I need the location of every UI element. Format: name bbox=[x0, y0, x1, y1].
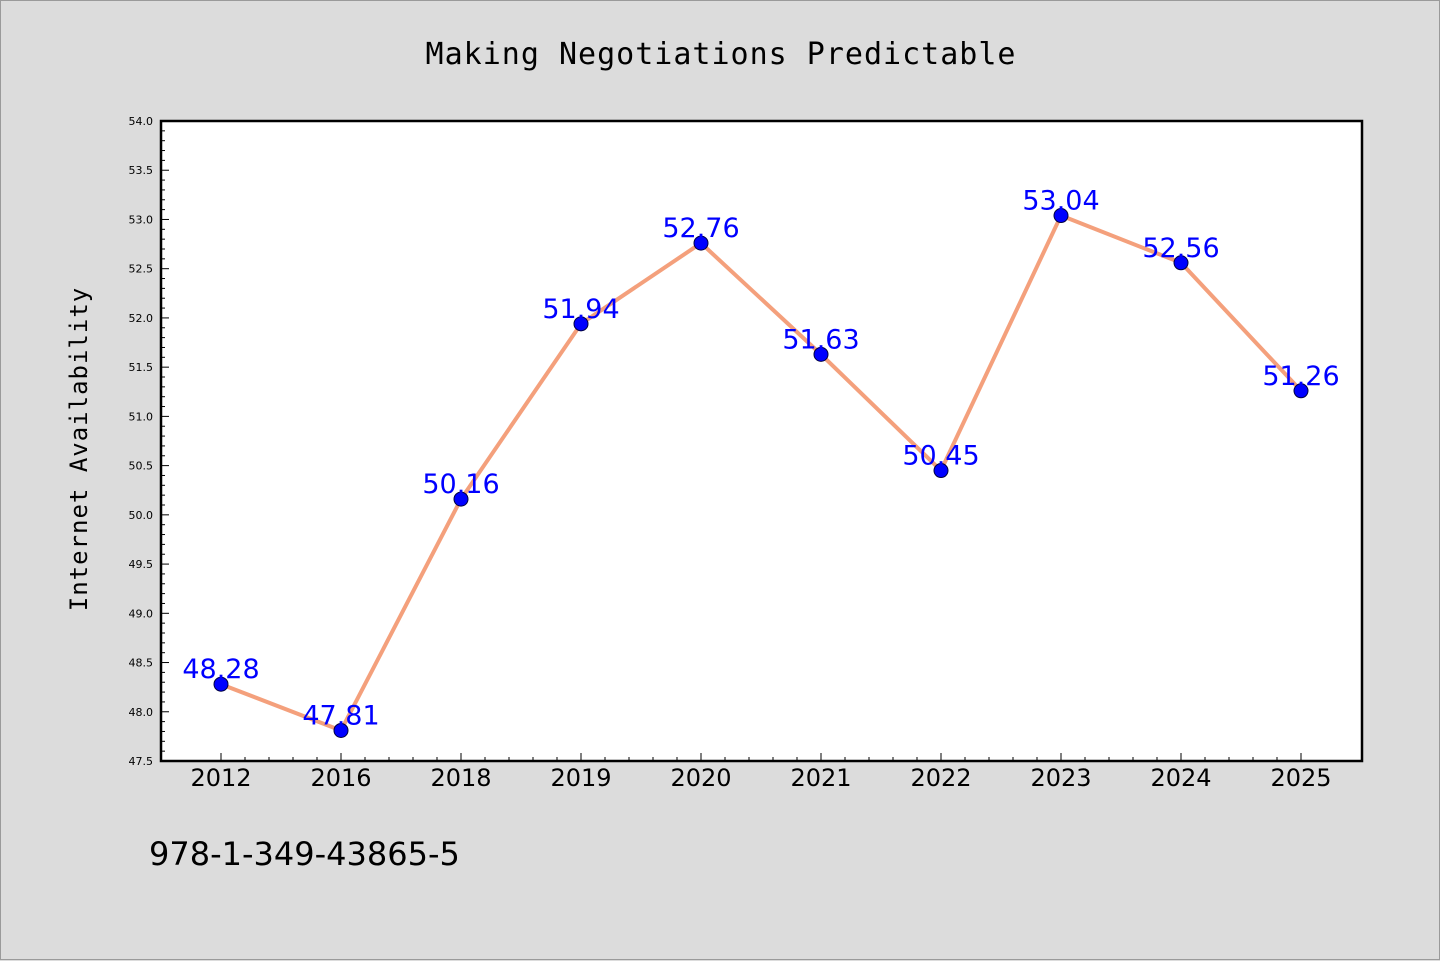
data-point-marker bbox=[333, 722, 349, 738]
x-tick-label: 2021 bbox=[790, 764, 851, 792]
y-tick-label: 47.5 bbox=[129, 755, 154, 768]
footer-isbn: 978-1-349-43865-5 bbox=[149, 835, 460, 873]
y-tick-label: 51.5 bbox=[129, 361, 154, 374]
data-point-marker bbox=[573, 316, 589, 332]
x-tick-label: 2020 bbox=[670, 764, 731, 792]
y-tick-label: 50.5 bbox=[129, 460, 154, 473]
data-label: 47.81 bbox=[302, 700, 379, 731]
data-point-marker bbox=[933, 463, 949, 479]
x-tick-label: 2024 bbox=[1150, 764, 1211, 792]
data-point-marker bbox=[453, 491, 469, 507]
data-point-marker bbox=[1293, 383, 1309, 399]
data-point-marker bbox=[1053, 208, 1069, 224]
y-axis-label: Internet Availability bbox=[65, 287, 93, 611]
y-tick-label: 50.0 bbox=[129, 509, 154, 522]
y-tick-label: 52.5 bbox=[129, 263, 154, 276]
plot-area bbox=[161, 121, 1362, 761]
y-tick-label: 52.0 bbox=[129, 312, 154, 325]
x-tick-label: 2022 bbox=[910, 764, 971, 792]
y-tick-label: 48.5 bbox=[129, 657, 154, 670]
x-tick-label: 2025 bbox=[1270, 764, 1331, 792]
y-tick-label: 53.5 bbox=[129, 164, 154, 177]
y-axis-tick-labels: 47.5 48.0 48.5 49.0 49.5 50.0 50.5 51.0 51.5 52.0… bbox=[129, 115, 154, 768]
x-tick-label: 2023 bbox=[1030, 764, 1091, 792]
x-tick-label: 2018 bbox=[430, 764, 491, 792]
y-tick-label: 54.0 bbox=[129, 115, 154, 128]
y-tick-label: 53.0 bbox=[129, 213, 154, 226]
data-label: 48.28 bbox=[182, 654, 259, 685]
x-axis-tick-labels: 2012 2016 2018 2019 2020 2021 2022 2023 2024 2025 bbox=[190, 764, 1331, 792]
data-point-marker bbox=[693, 235, 709, 251]
x-tick-label: 2016 bbox=[310, 764, 371, 792]
x-tick-label: 2019 bbox=[550, 764, 611, 792]
series-layer: 48.28 47.81 50.16 51.94 52.76 51.63 50.45 53.04… bbox=[182, 186, 1340, 738]
x-tick-label: 2012 bbox=[190, 764, 251, 792]
data-label: 50.16 bbox=[422, 469, 499, 500]
chart-title: Making Negotiations Predictable bbox=[426, 37, 1017, 72]
y-tick-label: 49.5 bbox=[129, 558, 154, 571]
data-label: 51.26 bbox=[1262, 361, 1339, 392]
data-label: 50.45 bbox=[902, 441, 979, 472]
series-line bbox=[219, 213, 1303, 733]
data-label: 52.76 bbox=[662, 213, 739, 244]
data-label: 51.94 bbox=[542, 294, 619, 325]
y-tick-label: 51.0 bbox=[129, 410, 154, 423]
data-label: 52.56 bbox=[1142, 233, 1219, 264]
data-point-marker bbox=[813, 346, 829, 362]
data-label: 53.04 bbox=[1022, 186, 1099, 217]
data-label: 51.63 bbox=[782, 324, 859, 355]
y-tick-label: 49.0 bbox=[129, 607, 154, 620]
data-point-marker bbox=[213, 676, 229, 692]
y-tick-label: 48.0 bbox=[129, 706, 154, 719]
plot-frame bbox=[159, 119, 1364, 763]
data-point-marker bbox=[1173, 255, 1189, 271]
